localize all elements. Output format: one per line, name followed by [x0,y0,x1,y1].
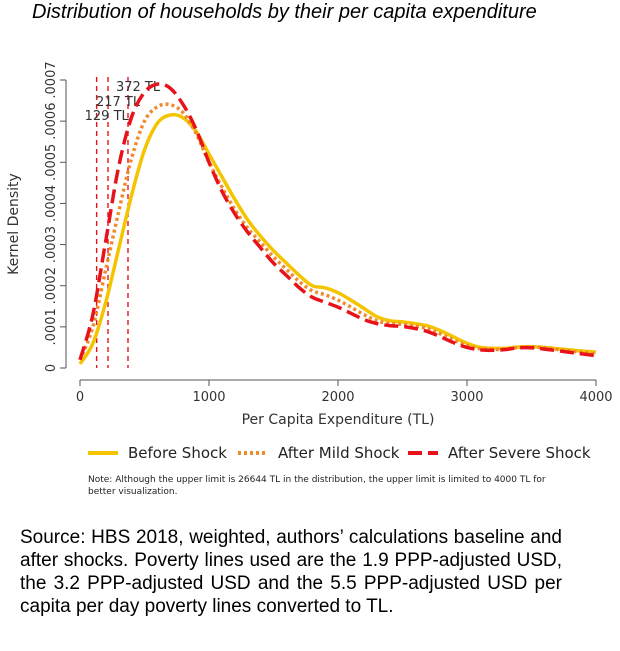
poverty-line-label-2: 372 TL [116,80,161,95]
series-line-after-mild-shock [78,102,597,361]
legend-swatch-0 [88,451,118,455]
y-tick-label-7: .0007 [44,61,59,98]
legend-item-1: After Mild Shock [238,440,400,466]
legend-swatch-2 [408,451,438,455]
y-tick-label-2: .0002 [44,267,59,304]
x-tick-label-4: 4000 [579,390,612,405]
series-line-after-severe-shock [78,82,597,361]
y-tick-label-6: .0006 [44,103,59,140]
poverty-line-label-0: 129 TL [85,109,130,124]
chart-note: Note: Although the upper limit is 26644 … [88,475,546,497]
legend-item-2: After Severe Shock [408,440,591,466]
y-tick-label-4: .0004 [44,185,59,222]
chart-legend: Before Shock After Mild Shock After Severe… [88,440,598,466]
chart-title: Distribution of households by their per … [32,1,537,23]
legend-label-2: After Severe Shock [448,444,591,462]
y-tick-label-1: .0001 [44,308,59,345]
y-tick-label-3: .0003 [44,226,59,263]
source-text: Source: HBS 2018, weighted, authors’ cal… [20,527,562,617]
x-tick-label-0: 0 [76,390,84,405]
legend-label-1: After Mild Shock [278,444,400,462]
x-tick-label-3: 3000 [450,390,483,405]
y-tick-label-5: .0005 [44,144,59,181]
legend-label-0: Before Shock [128,444,227,462]
x-tick-label-1: 1000 [192,390,225,405]
kernel-density-chart: 0 1000 2000 3000 4000 0 .0001 .0002 .0003 .0004 .0… [6,61,613,428]
poverty-line-label-1: 217 TL [96,95,141,110]
y-axis-title: Kernel Density [6,173,22,275]
x-axis-title: Per Capita Expenditure (TL) [242,412,435,428]
y-tick-label-0: 0 [44,364,59,372]
legend-item-0: Before Shock [88,440,227,466]
series-line-before-shock [78,112,597,365]
legend-swatch-1 [238,451,268,455]
x-tick-label-2: 2000 [321,390,354,405]
